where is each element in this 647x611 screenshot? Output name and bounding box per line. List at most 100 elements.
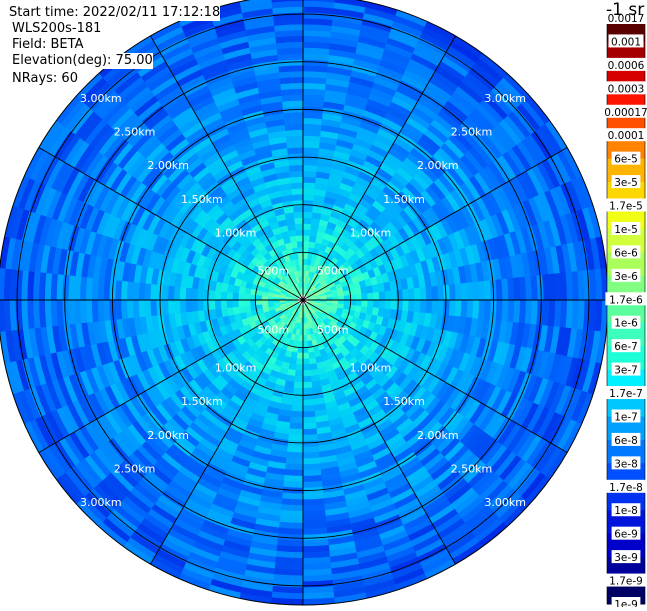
beta-cell xyxy=(381,467,404,484)
beta-cell xyxy=(179,246,191,262)
beta-cell xyxy=(244,472,266,485)
beta-cell xyxy=(420,244,433,261)
beta-cell xyxy=(453,249,465,268)
nrays: NRays: 60 xyxy=(12,71,78,87)
beta-cell xyxy=(273,304,281,310)
beta-cell xyxy=(344,165,362,177)
beta-cell xyxy=(185,311,194,325)
beta-cell xyxy=(98,413,118,439)
beta-cell xyxy=(520,227,534,254)
beta-cell xyxy=(317,269,325,277)
beta-cell xyxy=(446,413,465,435)
beta-cell xyxy=(365,1,399,16)
beta-cell xyxy=(219,177,237,191)
beta-cell xyxy=(62,375,78,403)
beta-cell xyxy=(153,118,177,139)
beta-cell xyxy=(274,287,282,293)
beta-cell xyxy=(238,148,257,161)
beta-cell xyxy=(195,240,207,255)
beta-cell xyxy=(425,300,433,315)
beta-cell xyxy=(240,154,259,167)
beta-cell xyxy=(429,359,443,378)
beta-cell xyxy=(448,133,470,156)
beta-cell xyxy=(130,244,142,265)
beta-cell xyxy=(51,191,68,221)
beta-cell xyxy=(261,303,269,309)
beta-cell xyxy=(340,347,351,358)
beta-cell xyxy=(333,391,347,402)
beta-cell xyxy=(371,503,397,519)
beta-cell xyxy=(290,410,303,418)
beta-cell xyxy=(283,474,303,483)
beta-cell xyxy=(278,313,286,321)
beta-cell xyxy=(160,202,176,221)
beta-cell xyxy=(174,389,190,407)
beta-cell xyxy=(385,365,399,380)
beta-cell xyxy=(101,362,116,387)
beta-cell xyxy=(137,478,162,500)
beta-cell xyxy=(404,466,428,484)
beta-cell xyxy=(246,121,268,133)
beta-cell xyxy=(228,126,250,140)
beta-cell xyxy=(315,176,330,186)
beta-cell xyxy=(191,95,216,113)
beta-cell xyxy=(302,445,320,454)
beta-cell xyxy=(551,153,572,185)
beta-cell xyxy=(352,406,368,419)
beta-cell xyxy=(381,535,411,552)
beta-cell xyxy=(335,450,354,462)
beta-cell xyxy=(347,506,373,519)
beta-cell xyxy=(217,441,237,456)
beta-cell xyxy=(56,193,74,223)
beta-cell xyxy=(262,204,275,215)
beta-cell xyxy=(190,36,221,54)
beta-cell xyxy=(135,333,147,353)
beta-cell xyxy=(302,381,313,389)
beta-cell xyxy=(261,167,277,178)
beta-cell xyxy=(299,329,303,336)
beta-cell xyxy=(141,368,156,389)
beta-cell xyxy=(164,447,186,467)
beta-cell xyxy=(521,170,540,199)
beta-cell xyxy=(503,343,516,369)
beta-cell xyxy=(471,62,501,88)
beta-cell xyxy=(369,144,389,159)
beta-cell xyxy=(349,213,363,225)
beta-cell xyxy=(207,258,218,271)
beta-cell xyxy=(360,24,392,39)
beta-cell xyxy=(495,300,504,322)
beta-cell xyxy=(190,334,202,348)
beta-cell xyxy=(389,176,406,192)
beta-cell xyxy=(310,278,316,285)
beta-cell xyxy=(390,562,423,580)
beta-cell xyxy=(185,126,207,144)
beta-cell xyxy=(534,443,558,474)
beta-cell xyxy=(179,337,191,353)
beta-cell xyxy=(531,164,551,194)
beta-cell xyxy=(404,238,417,253)
beta-cell xyxy=(146,366,161,386)
beta-cell xyxy=(163,222,177,241)
beta-cell xyxy=(202,299,210,311)
beta-cell xyxy=(264,229,275,240)
beta-cell xyxy=(434,65,463,88)
beta-cell xyxy=(475,337,488,359)
beta-cell xyxy=(395,417,414,434)
beta-cell xyxy=(397,358,411,374)
beta-cell xyxy=(136,246,148,266)
beta-cell xyxy=(164,327,175,344)
beta-cell xyxy=(525,348,539,376)
beta-cell xyxy=(244,423,262,435)
beta-cell xyxy=(185,219,199,236)
beta-cell xyxy=(487,90,514,117)
beta-cell xyxy=(97,444,120,470)
beta-cell xyxy=(417,96,443,116)
beta-cell xyxy=(235,86,260,100)
beta-cell xyxy=(110,107,135,132)
beta-cell xyxy=(205,233,218,248)
beta-cell xyxy=(351,361,363,372)
beta-cell xyxy=(308,241,316,249)
beta-cell xyxy=(431,256,442,273)
beta-cell xyxy=(9,359,25,393)
beta-cell xyxy=(301,585,334,594)
